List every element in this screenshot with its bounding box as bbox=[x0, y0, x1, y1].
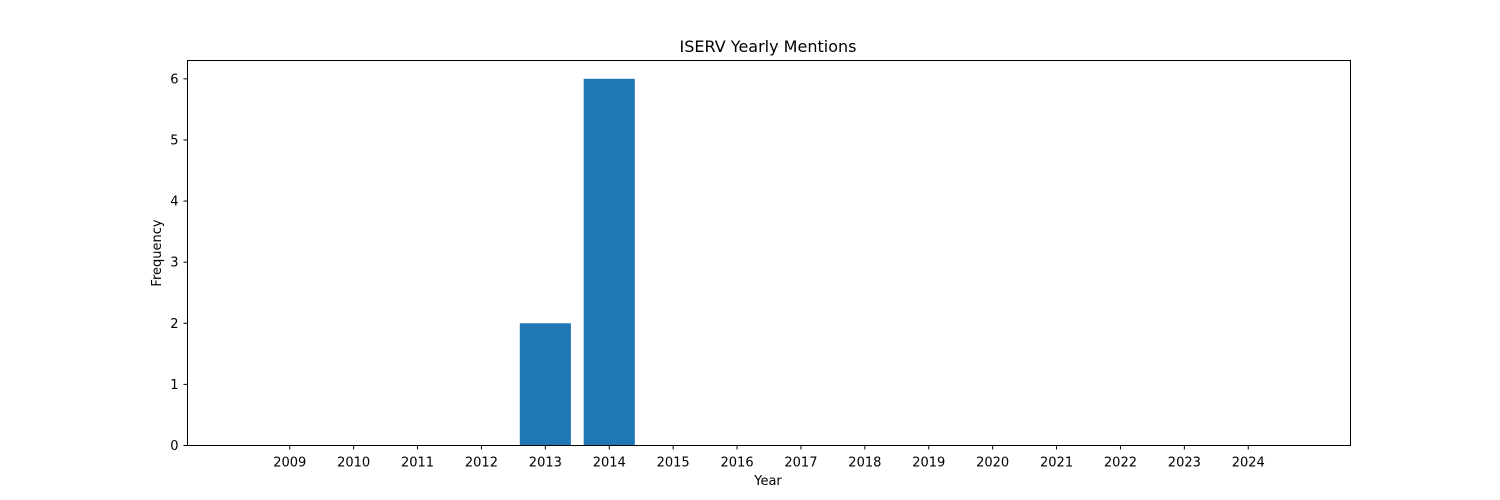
chart-title: ISERV Yearly Mentions bbox=[680, 37, 857, 56]
x-tick-label: 2022 bbox=[1104, 456, 1137, 471]
x-tick-label: 2015 bbox=[657, 456, 690, 471]
x-tick-label: 2023 bbox=[1168, 456, 1201, 471]
y-tick-label: 3 bbox=[170, 256, 178, 271]
y-tick-label: 5 bbox=[170, 133, 178, 148]
ticks-layer: 2009 2010 2011 2012 2013 2014 2015 2016 2017 2018… bbox=[170, 72, 1265, 470]
plot-frame bbox=[187, 60, 1351, 446]
y-tick-label: 4 bbox=[170, 195, 178, 210]
x-tick-label: 2018 bbox=[848, 456, 881, 471]
bars-layer bbox=[519, 78, 635, 446]
x-tick-label: 2016 bbox=[721, 456, 754, 471]
x-tick-label: 2019 bbox=[912, 456, 945, 471]
bar-2013 bbox=[519, 323, 571, 446]
x-tick-label: 2021 bbox=[1040, 456, 1073, 471]
x-tick-label: 2014 bbox=[593, 456, 626, 471]
x-axis-label: Year bbox=[753, 474, 782, 489]
y-axis-label: Frequency bbox=[150, 219, 165, 286]
y-tick-label: 1 bbox=[170, 378, 178, 393]
x-tick-label: 2010 bbox=[337, 456, 370, 471]
bar-2014 bbox=[583, 78, 635, 446]
y-tick-label: 2 bbox=[170, 317, 178, 332]
x-tick-label: 2013 bbox=[529, 456, 562, 471]
x-tick-label: 2011 bbox=[401, 456, 434, 471]
x-tick-label: 2020 bbox=[976, 456, 1009, 471]
x-tick-label: 2012 bbox=[465, 456, 498, 471]
x-tick-label: 2017 bbox=[784, 456, 817, 471]
x-tick-label: 2009 bbox=[273, 456, 306, 471]
y-tick-label: 0 bbox=[170, 439, 178, 454]
x-tick-label: 2024 bbox=[1232, 456, 1265, 471]
y-tick-label: 6 bbox=[170, 72, 178, 87]
